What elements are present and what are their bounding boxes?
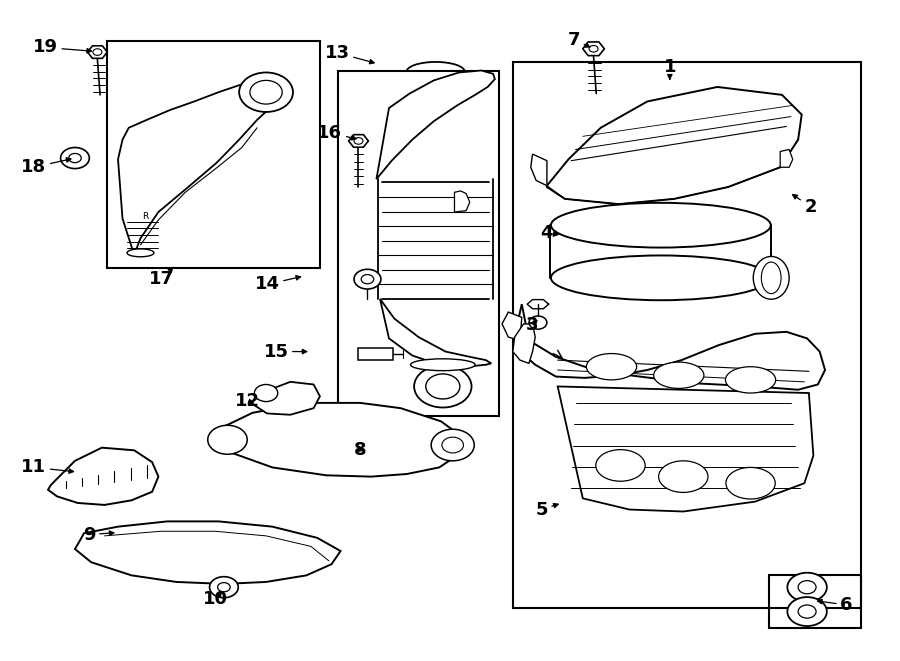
Circle shape: [442, 437, 464, 453]
Text: 9: 9: [83, 525, 114, 543]
Text: 16: 16: [318, 124, 356, 142]
Ellipse shape: [596, 449, 645, 481]
Polygon shape: [75, 522, 340, 584]
Circle shape: [361, 274, 374, 284]
Bar: [338, 71, 500, 416]
Text: 13: 13: [325, 44, 374, 64]
Circle shape: [431, 429, 474, 461]
Polygon shape: [780, 149, 793, 167]
Polygon shape: [502, 312, 522, 340]
Ellipse shape: [653, 362, 704, 389]
Polygon shape: [531, 154, 547, 186]
Ellipse shape: [587, 354, 636, 380]
Text: 2: 2: [793, 194, 817, 215]
Circle shape: [414, 366, 472, 408]
Polygon shape: [454, 191, 470, 212]
Bar: [107, 41, 320, 268]
Text: 15: 15: [264, 342, 307, 360]
Circle shape: [529, 316, 547, 329]
Circle shape: [798, 605, 816, 618]
Circle shape: [798, 580, 816, 594]
Polygon shape: [547, 87, 802, 204]
Bar: [513, 62, 861, 608]
Text: 19: 19: [33, 38, 92, 56]
Circle shape: [426, 374, 460, 399]
Ellipse shape: [659, 461, 708, 492]
Circle shape: [788, 597, 827, 626]
Ellipse shape: [551, 255, 770, 300]
Circle shape: [250, 81, 283, 104]
Circle shape: [218, 582, 230, 592]
Text: 5: 5: [536, 500, 558, 518]
Ellipse shape: [753, 256, 789, 299]
Ellipse shape: [725, 367, 776, 393]
Bar: [358, 348, 392, 360]
Circle shape: [239, 73, 293, 112]
Polygon shape: [217, 403, 461, 477]
Text: R: R: [142, 212, 148, 221]
Ellipse shape: [410, 359, 475, 371]
Text: 6: 6: [817, 596, 853, 614]
Text: 10: 10: [203, 590, 229, 608]
Text: 8: 8: [354, 442, 366, 459]
Ellipse shape: [726, 467, 775, 499]
Text: 17: 17: [149, 267, 175, 288]
Circle shape: [68, 153, 81, 163]
Polygon shape: [118, 79, 287, 254]
Polygon shape: [380, 299, 491, 367]
Polygon shape: [518, 304, 825, 390]
Ellipse shape: [551, 203, 770, 248]
Ellipse shape: [761, 262, 781, 293]
Circle shape: [208, 425, 248, 454]
Bar: [769, 575, 861, 628]
Circle shape: [788, 572, 827, 602]
Text: 11: 11: [22, 459, 74, 477]
Circle shape: [210, 576, 239, 598]
Text: 3: 3: [526, 316, 539, 334]
Text: 12: 12: [235, 392, 260, 410]
Circle shape: [93, 49, 102, 56]
Text: 18: 18: [21, 158, 71, 176]
Circle shape: [590, 46, 598, 52]
Circle shape: [255, 385, 278, 402]
Ellipse shape: [127, 249, 154, 256]
Circle shape: [354, 269, 381, 289]
Circle shape: [60, 147, 89, 169]
Text: 4: 4: [540, 224, 558, 242]
Polygon shape: [376, 71, 495, 179]
Text: 14: 14: [255, 276, 301, 293]
Polygon shape: [251, 382, 320, 414]
Polygon shape: [558, 387, 814, 512]
Polygon shape: [48, 447, 158, 505]
Text: 7: 7: [568, 30, 590, 48]
Circle shape: [354, 137, 363, 144]
Text: 1: 1: [663, 58, 676, 79]
Polygon shape: [513, 324, 536, 364]
